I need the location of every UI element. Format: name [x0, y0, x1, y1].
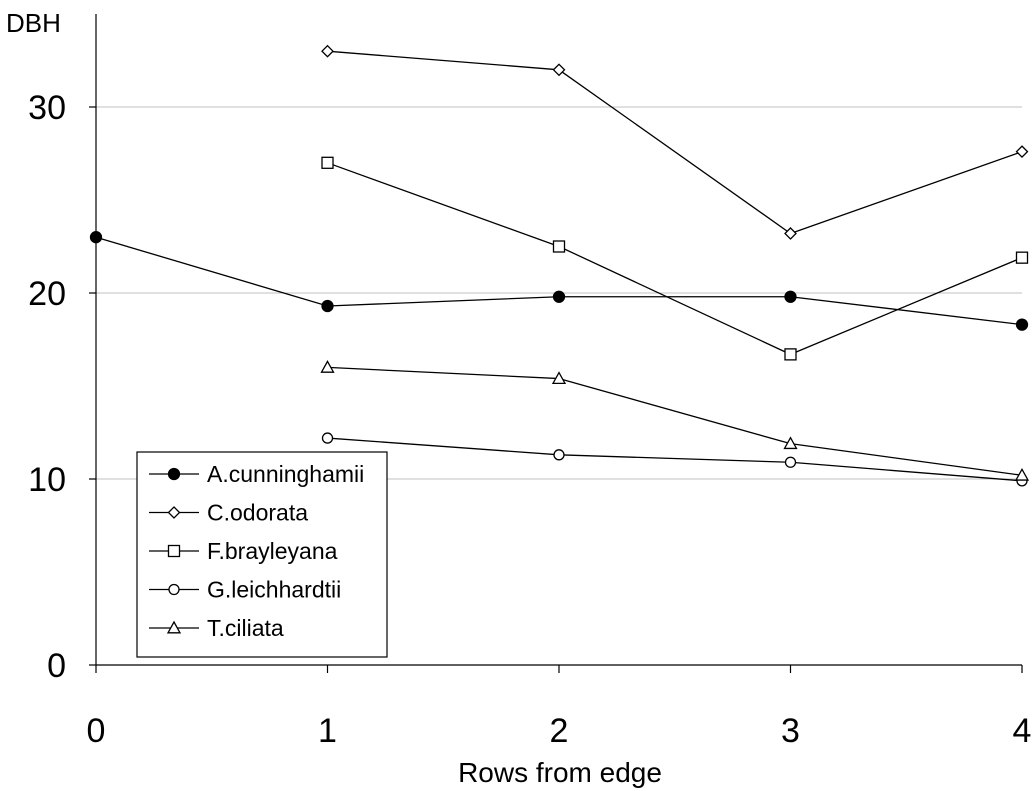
legend-marker [167, 544, 181, 558]
legend-label: T.ciliata [207, 615, 284, 641]
legend-item: T.ciliata [149, 615, 284, 641]
data-point [784, 227, 797, 240]
x-tick-label: 1 [318, 712, 337, 750]
series-t-ciliata [320, 360, 1030, 481]
data-point [552, 240, 566, 253]
legend-marker [167, 506, 181, 519]
y-tick-label: 30 [28, 89, 66, 127]
series-line [327, 437, 1023, 482]
data-point [784, 456, 797, 468]
series-g-leichhardtii [321, 432, 1028, 487]
y-axis-label: DBH [6, 8, 61, 38]
legend-item: F.brayleyana [149, 538, 338, 564]
legend-label: F.brayleyana [207, 538, 338, 564]
legend-marker [168, 583, 180, 596]
series-line [327, 162, 1023, 356]
data-point [1015, 145, 1029, 159]
data-point [320, 360, 335, 373]
legend-item: A.cunninghamii [149, 461, 364, 487]
data-point [1014, 467, 1030, 481]
axes: 0 10 20 30 0 1 2 3 4 [28, 14, 1031, 750]
data-point [89, 231, 103, 244]
data-point [551, 371, 567, 385]
series-c-odorata [321, 44, 1029, 240]
data-point [321, 432, 334, 444]
legend-label: C.odorata [207, 500, 308, 526]
data-point [321, 156, 334, 169]
x-axis-label: Rows from edge [458, 757, 662, 788]
legend-marker [166, 620, 182, 634]
data-point [1015, 318, 1029, 331]
y-tick-label: 0 [47, 647, 66, 685]
legend-label: G.leichhardtii [207, 577, 341, 603]
legend-marker [167, 467, 181, 481]
legend-label: A.cunninghamii [207, 461, 364, 487]
series-group [89, 44, 1030, 487]
x-tick-label: 4 [1013, 712, 1032, 750]
x-tick-label: 0 [87, 712, 106, 750]
series-line [327, 366, 1023, 476]
series-a-cunninghamii [89, 231, 1029, 331]
data-point [321, 299, 334, 313]
data-point [1015, 251, 1029, 264]
legend-item: G.leichhardtii [149, 577, 341, 603]
x-tick-label: 2 [550, 712, 569, 750]
data-point [784, 290, 797, 303]
y-tick-label: 20 [28, 275, 66, 313]
data-point [552, 63, 566, 77]
data-point [552, 290, 566, 303]
data-point [321, 44, 334, 58]
data-point [784, 348, 797, 361]
y-tick-label: 10 [28, 461, 66, 499]
legend: A.cunninghamii C.odorata F.brayleyana G.lei… [136, 451, 388, 658]
data-point [783, 436, 798, 450]
series-f-brayleyana [321, 156, 1029, 361]
legend-item: C.odorata [149, 500, 308, 526]
data-point [553, 449, 565, 461]
series-line [327, 50, 1023, 235]
x-tick-label: 3 [781, 712, 800, 750]
